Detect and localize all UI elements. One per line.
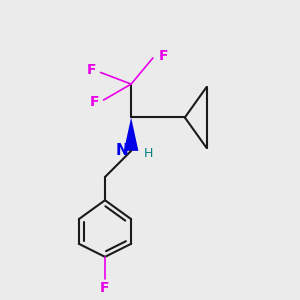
Text: F: F [87,63,96,76]
Polygon shape [124,118,138,151]
Text: F: F [100,281,110,295]
Text: F: F [159,50,168,64]
Text: F: F [90,94,99,109]
Text: H: H [144,147,154,160]
Text: N: N [116,143,128,158]
